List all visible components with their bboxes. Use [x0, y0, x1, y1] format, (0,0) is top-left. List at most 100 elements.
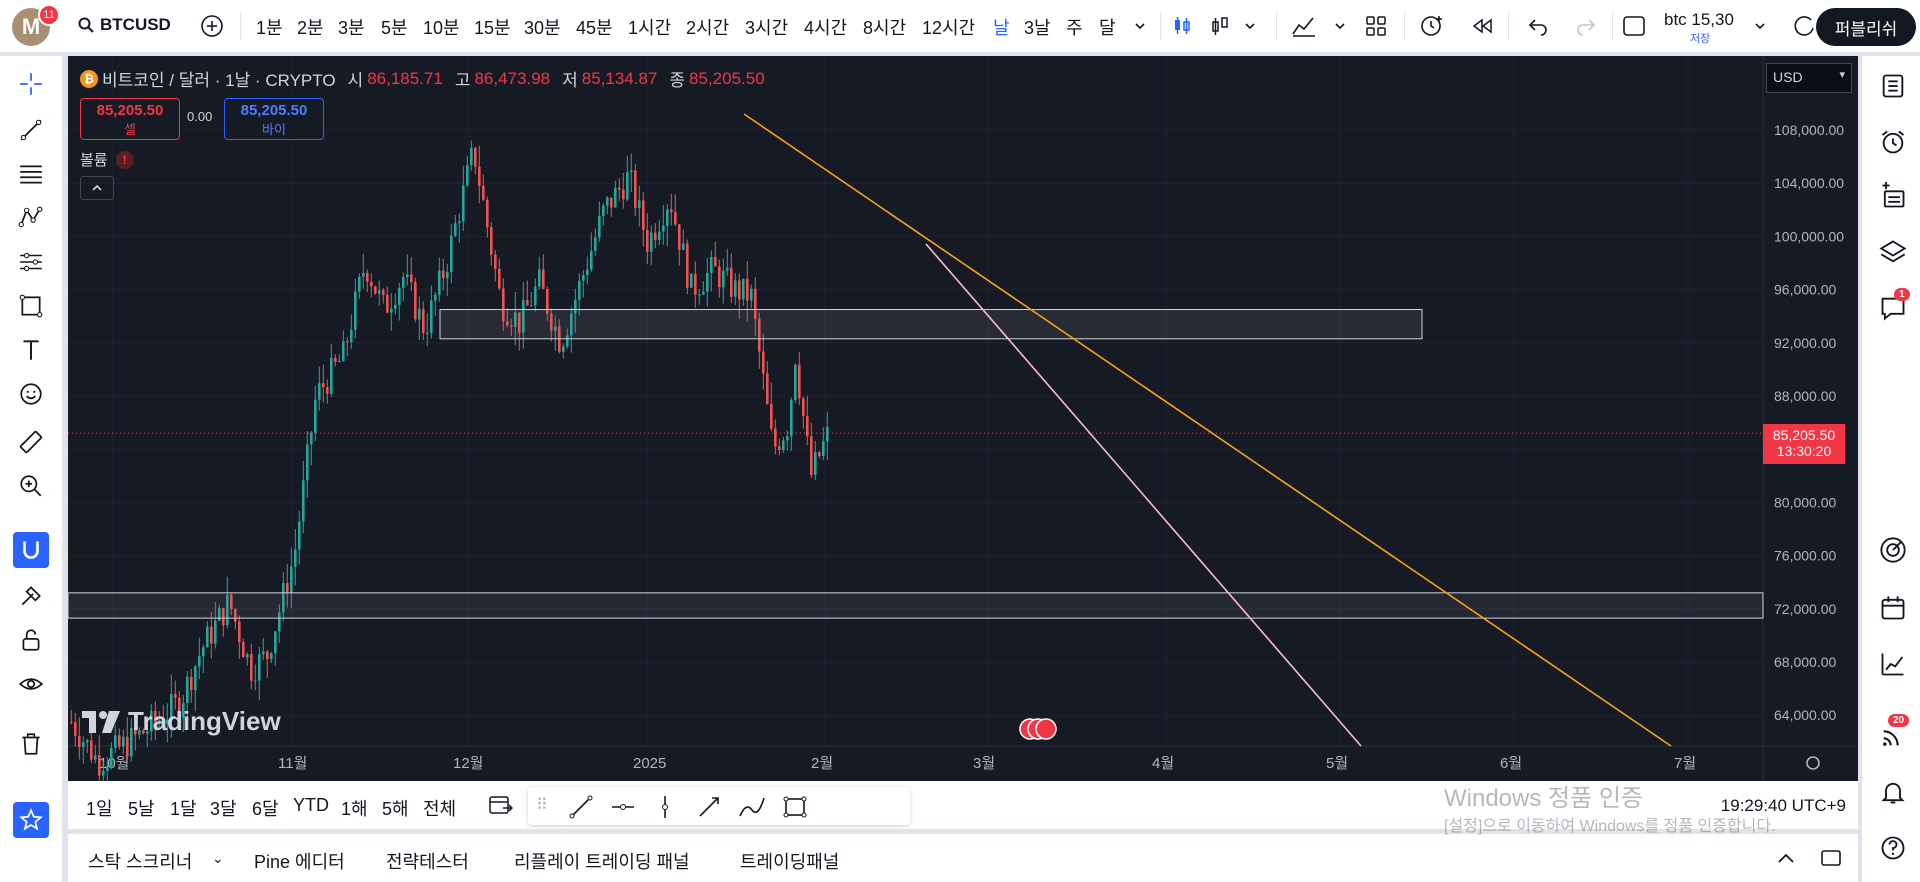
interval-2[interactable]: 2분: [297, 18, 324, 38]
collapse-legend-button[interactable]: [80, 176, 114, 200]
publish-button[interactable]: 퍼블리쉬: [1816, 8, 1916, 46]
indicators-icon[interactable]: [1290, 12, 1318, 40]
interval-18[interactable]: 달: [1099, 18, 1116, 38]
brush-icon[interactable]: [738, 794, 766, 820]
interval-6[interactable]: 15분: [474, 18, 511, 38]
range-button[interactable]: 5날: [128, 799, 155, 819]
symbol-search-button[interactable]: BTCUSD: [78, 15, 171, 35]
alert-clock-icon[interactable]: [1418, 12, 1446, 40]
resistance-zone-box[interactable]: [439, 309, 1423, 340]
shape-rect-icon[interactable]: [13, 288, 49, 324]
interval-13[interactable]: 8시간: [863, 18, 907, 38]
rectangle-tool-icon[interactable]: [782, 794, 808, 820]
pine-chart-icon[interactable]: [1875, 646, 1911, 682]
object-tree-icon[interactable]: [1875, 178, 1911, 214]
text-tool-icon[interactable]: [13, 332, 49, 368]
vertical-line-icon[interactable]: [652, 794, 678, 820]
chevron-down-icon[interactable]: [1326, 12, 1354, 40]
chevron-down-icon[interactable]: [1236, 12, 1264, 40]
bottom-tab[interactable]: 리플레이 트레이딩 패널: [514, 852, 690, 872]
buy-button[interactable]: 85,205.50 바이: [224, 98, 324, 140]
chart-settings-icon[interactable]: [1806, 756, 1820, 770]
price-chart-svg[interactable]: 108,000.00 104,000.00 100,000.00 96,000.00 9…: [68, 56, 1858, 781]
timezone-clock[interactable]: 19:29:40 UTC+9: [1720, 796, 1846, 815]
interval-10[interactable]: 2시간: [686, 18, 730, 38]
interval-3[interactable]: 3분: [338, 18, 365, 38]
chart-canvas[interactable]: 108,000.00 104,000.00 100,000.00 96,000.00 9…: [68, 56, 1858, 781]
eye-icon[interactable]: [13, 666, 49, 702]
interval-16[interactable]: 3날: [1024, 18, 1051, 38]
orange-trendline[interactable]: [743, 113, 1672, 747]
redo-icon[interactable]: [1572, 12, 1600, 40]
range-button[interactable]: 5해: [382, 799, 409, 819]
interval-12[interactable]: 4시간: [804, 18, 848, 38]
layers-icon[interactable]: [1875, 234, 1911, 270]
currency-select[interactable]: USD ▾: [1766, 63, 1852, 93]
bar-style-icon[interactable]: [1206, 12, 1234, 40]
chevron-down-icon[interactable]: [1126, 12, 1154, 40]
replay-icon[interactable]: [1468, 12, 1496, 40]
interval-9[interactable]: 1시간: [628, 18, 672, 38]
range-button[interactable]: 6달: [252, 799, 279, 819]
calendar-icon[interactable]: [1875, 590, 1911, 626]
notification-bell-icon[interactable]: [1875, 774, 1911, 810]
favorites-star-icon[interactable]: [13, 802, 49, 838]
zoom-in-icon[interactable]: [13, 468, 49, 504]
compare-add-icon[interactable]: [198, 12, 226, 40]
economic-event-flag-icon[interactable]: [1035, 718, 1057, 740]
fib-retracement-icon[interactable]: [13, 156, 49, 192]
drag-handle-icon[interactable]: ⠿: [536, 797, 548, 814]
horizontal-ray-icon[interactable]: [610, 794, 636, 820]
news-feed-icon[interactable]: [1875, 718, 1911, 754]
crosshair-icon[interactable]: [13, 66, 49, 102]
quick-search-icon[interactable]: [1790, 12, 1818, 40]
prediction-icon[interactable]: [13, 244, 49, 280]
emoji-icon[interactable]: [13, 376, 49, 412]
goto-date-icon[interactable]: [486, 791, 514, 819]
trendline-icon[interactable]: [13, 112, 49, 148]
chevron-up-icon[interactable]: [1776, 850, 1796, 866]
undo-icon[interactable]: [1524, 12, 1552, 40]
target-icon[interactable]: [1875, 532, 1911, 568]
help-icon[interactable]: [1875, 830, 1911, 866]
range-button[interactable]: 1해: [341, 799, 368, 819]
watchlist-icon[interactable]: [1875, 68, 1911, 104]
pattern-icon[interactable]: [13, 200, 49, 236]
warning-icon[interactable]: !: [115, 150, 134, 169]
alarm-clock-icon[interactable]: [1875, 124, 1911, 160]
range-button[interactable]: YTD: [293, 795, 329, 815]
layouts-grid-icon[interactable]: [1362, 12, 1390, 40]
candles-icon[interactable]: [1168, 12, 1196, 40]
interval-15[interactable]: 날: [993, 18, 1010, 38]
chevron-down-icon[interactable]: [1746, 12, 1774, 40]
bottom-tab[interactable]: 전략테스터: [386, 852, 469, 872]
interval-8[interactable]: 45분: [576, 18, 613, 38]
range-button[interactable]: 3달: [210, 799, 237, 819]
interval-17[interactable]: 주: [1066, 18, 1083, 38]
range-button[interactable]: 1일: [86, 799, 113, 819]
interval-1[interactable]: 1분: [256, 18, 283, 38]
interval-4[interactable]: 5분: [381, 18, 408, 38]
legend-title[interactable]: 비트코인 / 달러 · 1날 · CRYPTO: [102, 71, 336, 90]
sell-button[interactable]: 85,205.50 셀: [80, 98, 180, 140]
trendline-tool-icon[interactable]: [568, 794, 594, 820]
trash-icon[interactable]: [13, 726, 49, 762]
maximize-panel-icon[interactable]: [1820, 848, 1842, 868]
stay-drawing-icon[interactable]: [13, 578, 49, 614]
ray-arrow-icon[interactable]: [696, 794, 722, 820]
pink-trendline[interactable]: [925, 243, 1362, 747]
range-button[interactable]: 전체: [423, 799, 457, 819]
layout-name[interactable]: btc 15,30: [1664, 10, 1734, 29]
bottom-tab[interactable]: 스탁 스크리너: [88, 852, 193, 872]
interval-5[interactable]: 10분: [423, 18, 460, 38]
lock-icon[interactable]: [13, 622, 49, 658]
chat-icon[interactable]: [1875, 290, 1911, 326]
magnet-icon[interactable]: [13, 532, 49, 568]
ruler-icon[interactable]: [13, 424, 49, 460]
interval-14[interactable]: 12시간: [922, 18, 976, 38]
range-button[interactable]: 1달: [170, 799, 197, 819]
bottom-tab[interactable]: Pine 에디터: [254, 852, 345, 872]
bottom-tab[interactable]: 트레이딩패널: [740, 852, 840, 872]
volume-indicator-legend[interactable]: 볼륨 !: [80, 149, 134, 170]
interval-7[interactable]: 30분: [524, 18, 561, 38]
